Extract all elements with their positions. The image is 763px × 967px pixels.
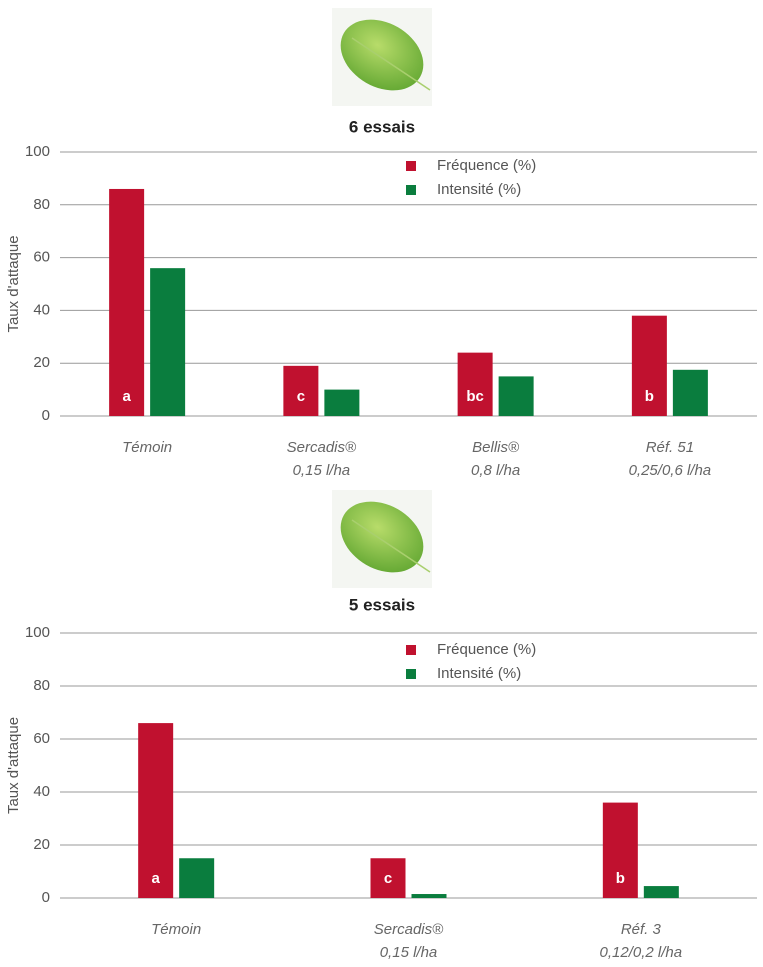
y-tick-label: 60 bbox=[33, 249, 50, 266]
y-tick-label: 0 bbox=[42, 889, 50, 906]
leaf-icon bbox=[332, 8, 432, 106]
bar bbox=[602, 802, 638, 898]
y-tick-label: 80 bbox=[33, 677, 50, 694]
bar bbox=[631, 315, 667, 416]
leaf-icon bbox=[332, 490, 432, 588]
chart: 5 essais Taux d'attaque 0 20 40 60 80 100 Fréque… bbox=[5, 595, 757, 961]
group-letter: a bbox=[151, 870, 160, 887]
x-tick-label: Réf. 3 bbox=[621, 921, 662, 938]
x-tick-label: 0,8 l/ha bbox=[471, 462, 520, 479]
legend-swatch bbox=[406, 645, 416, 655]
bar bbox=[370, 858, 406, 898]
x-tick-label: Témoin bbox=[151, 921, 201, 938]
x-tick-label: Réf. 51 bbox=[646, 439, 694, 456]
legend-label: Fréquence (%) bbox=[437, 641, 536, 658]
y-tick-label: 80 bbox=[33, 196, 50, 213]
x-tick-label: 0,15 l/ha bbox=[293, 462, 351, 479]
chart-title: 5 essais bbox=[349, 595, 415, 614]
legend-label: Intensité (%) bbox=[437, 181, 521, 198]
bar bbox=[324, 389, 360, 416]
group-letter: c bbox=[384, 870, 392, 887]
bar bbox=[498, 376, 534, 416]
x-tick-label: Sercadis® bbox=[374, 921, 444, 938]
y-tick-label: 20 bbox=[33, 836, 50, 853]
legend-label: Intensité (%) bbox=[437, 665, 521, 682]
x-tick-label: 0,12/0,2 l/ha bbox=[600, 944, 683, 961]
x-tick-label: Témoin bbox=[122, 439, 172, 456]
bar bbox=[457, 352, 493, 416]
group-letter: a bbox=[122, 388, 131, 405]
bar bbox=[179, 858, 215, 898]
bar bbox=[150, 268, 186, 416]
x-tick-label: 0,15 l/ha bbox=[380, 944, 438, 961]
legend-swatch bbox=[406, 669, 416, 679]
legend-swatch bbox=[406, 161, 416, 171]
bar bbox=[672, 369, 708, 416]
y-tick-label: 100 bbox=[25, 143, 50, 160]
group-letter: b bbox=[645, 388, 654, 405]
chart: 6 essais Taux d'attaque 0 20 40 60 80 100 Fréque… bbox=[5, 117, 757, 479]
legend-label: Fréquence (%) bbox=[437, 157, 536, 174]
x-tick-label: Sercadis® bbox=[287, 439, 357, 456]
legend-swatch bbox=[406, 185, 416, 195]
y-tick-label: 60 bbox=[33, 730, 50, 747]
group-letter: c bbox=[297, 388, 305, 405]
y-axis-label: Taux d'attaque bbox=[5, 235, 22, 332]
x-tick-label: Bellis® bbox=[472, 439, 520, 456]
y-tick-label: 100 bbox=[25, 624, 50, 641]
bar bbox=[283, 365, 319, 416]
bar bbox=[411, 894, 447, 898]
y-tick-label: 40 bbox=[33, 783, 50, 800]
bar bbox=[643, 886, 679, 898]
group-letter: b bbox=[616, 870, 625, 887]
y-tick-label: 0 bbox=[42, 407, 50, 424]
y-tick-label: 40 bbox=[33, 301, 50, 318]
bar bbox=[138, 723, 174, 898]
y-tick-label: 20 bbox=[33, 354, 50, 371]
bar bbox=[109, 188, 145, 416]
y-axis-label: Taux d'attaque bbox=[5, 717, 22, 814]
chart-title: 6 essais bbox=[349, 117, 415, 136]
x-tick-label: 0,25/0,6 l/ha bbox=[629, 462, 712, 479]
group-letter: bc bbox=[466, 388, 484, 405]
